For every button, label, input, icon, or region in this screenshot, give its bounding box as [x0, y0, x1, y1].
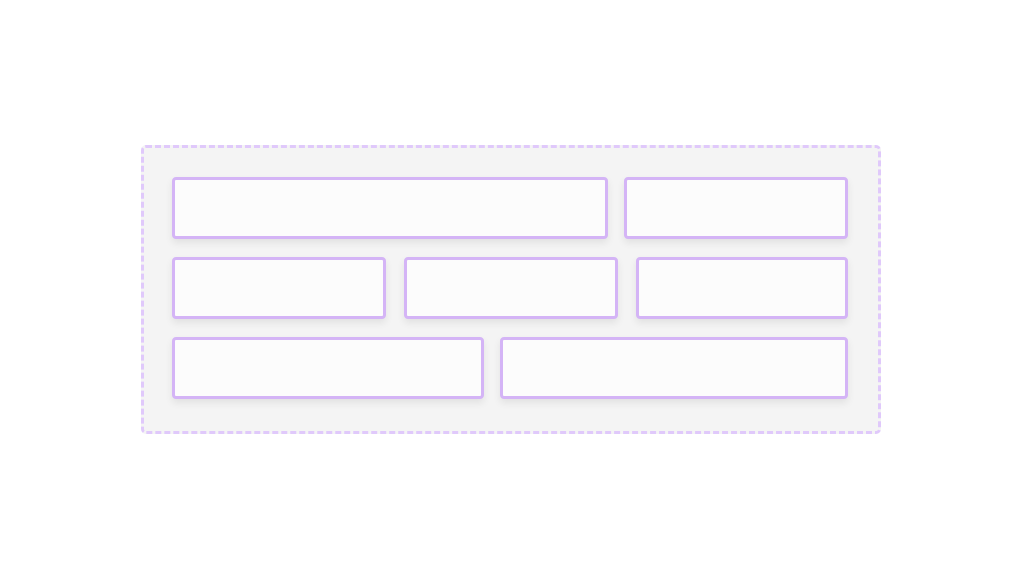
- grid-item-3: [172, 257, 386, 319]
- grid-item-7: [500, 337, 848, 399]
- grid-item-5: [636, 257, 848, 319]
- grid-item-1: [172, 177, 608, 239]
- grid-item-6: [172, 337, 484, 399]
- grid-item-4: [404, 257, 618, 319]
- grid-item-2: [624, 177, 848, 239]
